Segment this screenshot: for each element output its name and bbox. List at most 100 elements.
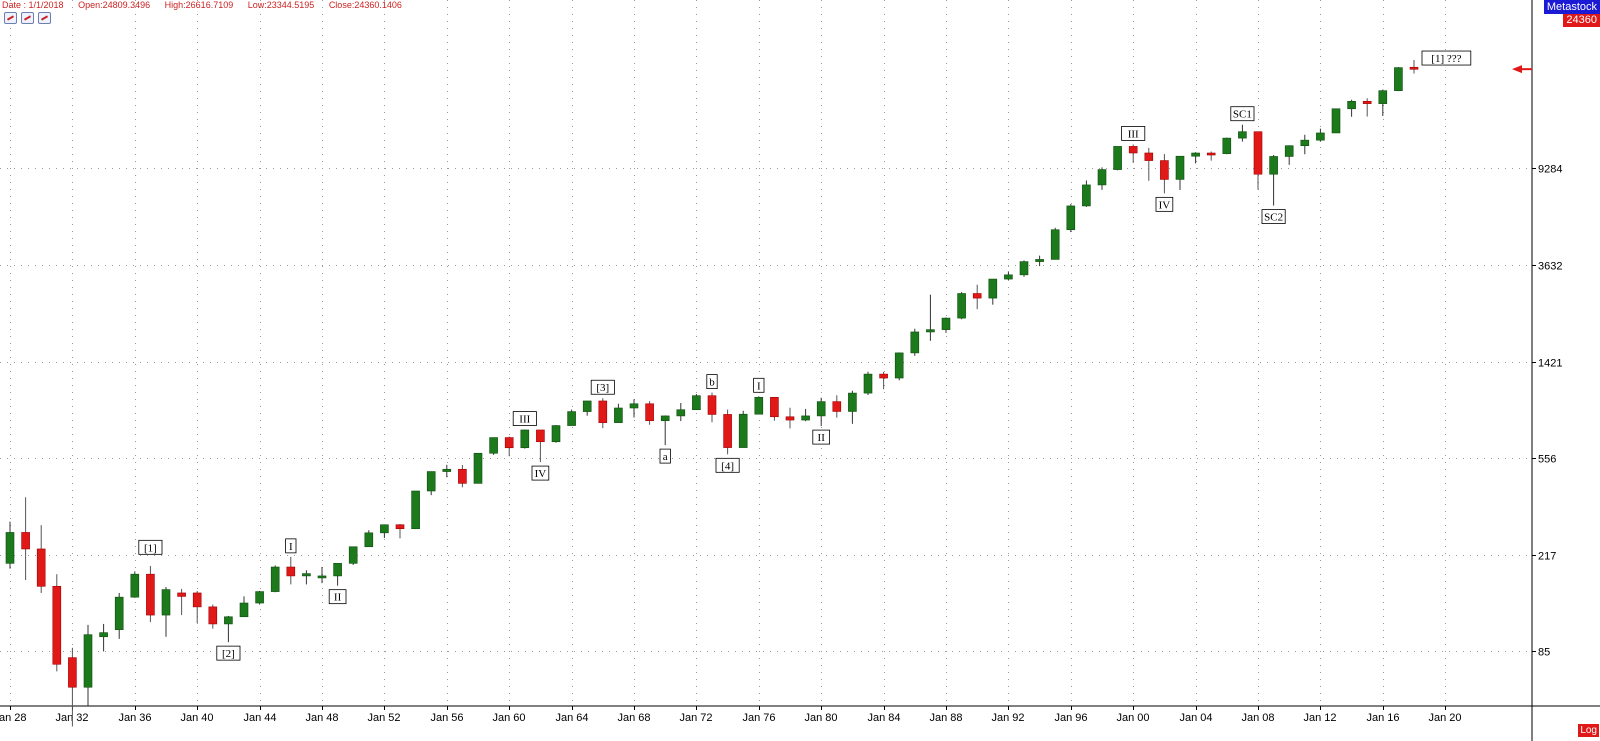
chart-tool-icon[interactable] — [38, 12, 51, 24]
chart-tool-icon[interactable] — [4, 12, 17, 24]
x-tick-label: Jan 76 — [742, 712, 775, 724]
candle-body — [1222, 137, 1232, 154]
candle-body — [1097, 169, 1107, 186]
candle-body — [551, 425, 561, 443]
candle-body — [1394, 67, 1403, 91]
candle-body — [832, 401, 842, 412]
wave-label: [1] — [144, 542, 157, 554]
candle-body — [801, 415, 810, 421]
wave-label: SC2 — [1264, 212, 1283, 224]
x-tick-label: Jan 84 — [867, 712, 900, 724]
candle-body — [333, 563, 342, 577]
x-tick-label: Jan 96 — [1054, 712, 1087, 724]
candle-body — [754, 397, 764, 415]
candle-body — [286, 566, 296, 577]
candle-body — [348, 546, 358, 564]
candle-body — [161, 589, 171, 616]
candle-body — [177, 592, 186, 597]
candle-body — [1128, 146, 1138, 154]
candle-body — [770, 397, 779, 418]
candle-body — [1269, 156, 1278, 175]
last-price-arrow-icon — [1512, 65, 1522, 74]
candle-body — [1347, 101, 1356, 110]
candle-body — [520, 429, 530, 449]
wave-label: I — [757, 380, 761, 392]
candle-body — [926, 329, 935, 333]
candle-body — [68, 657, 77, 688]
wave-label-box — [659, 448, 671, 464]
candle-body — [1362, 101, 1372, 104]
candle-body — [395, 524, 405, 530]
y-tick-label: 217 — [1538, 551, 1556, 563]
candle-body — [629, 403, 639, 409]
candle-body — [614, 407, 623, 423]
candle-body — [208, 606, 218, 625]
candle-body — [317, 575, 327, 579]
candle-body — [723, 414, 732, 448]
candle-body — [83, 634, 93, 688]
candle-body — [21, 532, 30, 550]
candle-body — [645, 403, 654, 421]
chart-tool-icon[interactable] — [21, 12, 34, 24]
y-tick-label: 9284 — [1538, 164, 1562, 176]
chart-toolbar — [4, 12, 51, 24]
close-readout: Close:24360.1406 — [328, 0, 402, 10]
candle-body — [910, 331, 920, 354]
candle-body — [302, 573, 311, 577]
y-tick-label: 556 — [1538, 454, 1556, 466]
candle-body — [1113, 146, 1122, 170]
candle-body — [146, 573, 155, 616]
candle-body — [582, 400, 592, 412]
candle-body — [707, 395, 717, 415]
y-tick-label: 3632 — [1538, 261, 1562, 273]
candle-body — [536, 429, 545, 443]
candle-body — [1191, 152, 1200, 157]
wave-label-box — [1421, 50, 1472, 66]
candle-body — [5, 532, 15, 564]
wave-label: II — [334, 592, 342, 604]
x-tick-label: Jan 16 — [1366, 712, 1399, 724]
x-tick-label: Jan 72 — [679, 712, 712, 724]
candle-body — [941, 317, 951, 330]
x-tick-label: Jan 28 — [0, 712, 27, 724]
x-tick-label: Jan 08 — [1241, 712, 1274, 724]
candle-body — [957, 293, 966, 319]
wave-label-box — [1121, 126, 1146, 141]
candle-body — [1066, 205, 1076, 231]
open-readout: Open:24809.3496 — [78, 0, 151, 10]
wave-label-box — [590, 379, 615, 395]
candle-body — [1160, 160, 1169, 180]
wave-label-box — [1155, 196, 1174, 212]
wave-label-box — [1230, 106, 1255, 122]
wave-label: SC1 — [1233, 109, 1252, 121]
wave-label-box — [216, 645, 241, 661]
x-tick-label: Jan 40 — [180, 712, 213, 724]
x-tick-label: Jan 36 — [118, 712, 151, 724]
candle-body — [255, 591, 264, 604]
wave-label-box — [1261, 209, 1286, 224]
candle-body — [52, 586, 62, 665]
candle-body — [380, 524, 389, 534]
candle-body — [1050, 229, 1060, 260]
candle-body — [598, 400, 608, 423]
brand-label: Metastock — [1543, 0, 1600, 14]
candle-body — [1331, 108, 1341, 134]
ohlc-info-bar: Date : 1/1/2018 Open:24809.3496 High:266… — [2, 0, 414, 10]
wave-label: [2] — [222, 648, 235, 660]
candle-body — [426, 471, 436, 492]
x-tick-label: Jan 12 — [1303, 712, 1336, 724]
candle-body — [270, 566, 280, 592]
x-tick-label: Jan 04 — [1179, 712, 1212, 724]
x-tick-label: Jan 60 — [492, 712, 525, 724]
wave-label: b — [709, 377, 715, 389]
candle-body — [411, 490, 420, 530]
candle-body — [36, 548, 46, 587]
candle-body — [1019, 261, 1029, 276]
wave-label: [3] — [596, 382, 609, 394]
candle-body — [224, 616, 233, 625]
scale-mode-toggle[interactable]: Log — [1578, 724, 1599, 737]
wave-label-box — [531, 465, 550, 481]
candle-body — [1175, 155, 1185, 180]
candle-body — [972, 293, 982, 299]
